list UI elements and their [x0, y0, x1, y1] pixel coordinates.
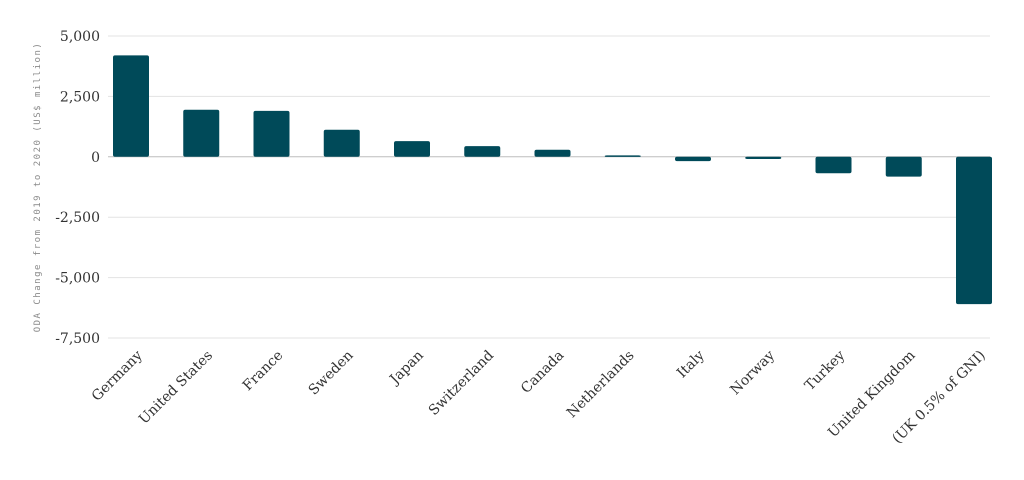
y-tick-label: -5,000: [55, 271, 100, 287]
bars: [113, 55, 992, 305]
y-tick-label: -7,500: [55, 331, 100, 347]
bar: [253, 110, 290, 157]
x-tick-label: Germany: [89, 347, 146, 404]
y-tick-label: 5,000: [60, 29, 100, 45]
x-tick-label: United States: [136, 348, 216, 428]
bar: [183, 109, 220, 157]
x-tick-label: Turkey: [802, 347, 849, 394]
bar: [394, 141, 430, 157]
x-tick-label: Netherlands: [564, 348, 638, 422]
bar: [956, 156, 992, 305]
y-tick-label: -2,500: [55, 210, 100, 226]
bar: [323, 129, 360, 157]
bar: [745, 156, 782, 159]
x-tick-label: Sweden: [306, 348, 357, 399]
x-tick-label: France: [240, 348, 287, 395]
x-tick-label: Japan: [386, 348, 427, 389]
gridlines: [108, 35, 990, 339]
bar: [534, 149, 571, 157]
bar: [815, 156, 852, 174]
bar: [604, 155, 641, 157]
bar: [885, 156, 922, 177]
bar: [464, 146, 501, 157]
x-tick-label: Norway: [727, 347, 778, 398]
x-tick-label: Canada: [518, 348, 567, 397]
x-tick-label: Switzerland: [426, 347, 497, 418]
y-axis-ticks: 5,000 2,500 0 -2,500 -5,000 -7,500: [55, 29, 100, 347]
x-tick-label: Italy: [674, 347, 708, 381]
y-tick-label: 2,500: [60, 89, 100, 105]
bar: [113, 55, 149, 157]
y-axis-title: ODA Change from 2019 to 2020 (US$ millio…: [33, 42, 43, 333]
bar: [675, 156, 711, 162]
y-tick-label: 0: [91, 150, 100, 166]
